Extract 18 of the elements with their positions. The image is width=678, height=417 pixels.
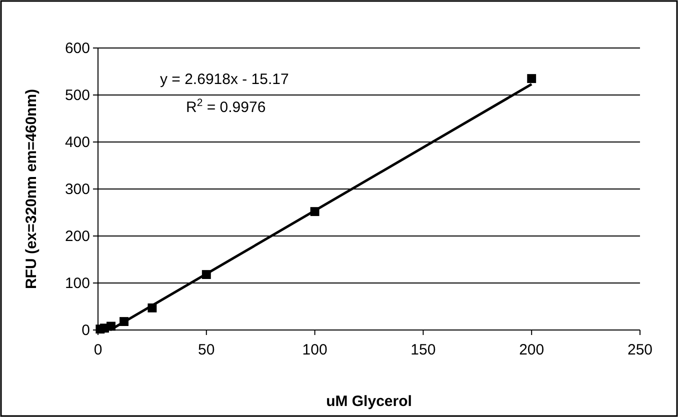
- y-tick-label: 100: [64, 274, 90, 292]
- x-tick-label: 250: [627, 342, 653, 358]
- y-tick-label: 300: [64, 180, 90, 198]
- x-tick-label: 100: [302, 342, 328, 358]
- x-tick-label: 150: [410, 342, 436, 358]
- x-tick-label: 0: [94, 342, 102, 358]
- annotation: R$^{2}$ = 0.9976: [186, 97, 266, 116]
- y-tick-label: 500: [64, 86, 90, 104]
- y-tick-label: 400: [64, 134, 90, 151]
- point: [527, 74, 536, 84]
- y-axis-title: RFU (ex=320nm em=460nm): [23, 88, 40, 290]
- x-tick-label: 200: [519, 342, 544, 358]
- x-axis-title: uM Glycerol: [326, 393, 412, 410]
- y-tick-label: 600: [64, 40, 90, 57]
- y-tick-label: 0: [82, 322, 90, 339]
- annotation: y = 2.6918x - 15.17: [160, 71, 289, 88]
- y-tick-label: 200: [64, 228, 90, 245]
- x-tick-label: 50: [198, 342, 215, 358]
